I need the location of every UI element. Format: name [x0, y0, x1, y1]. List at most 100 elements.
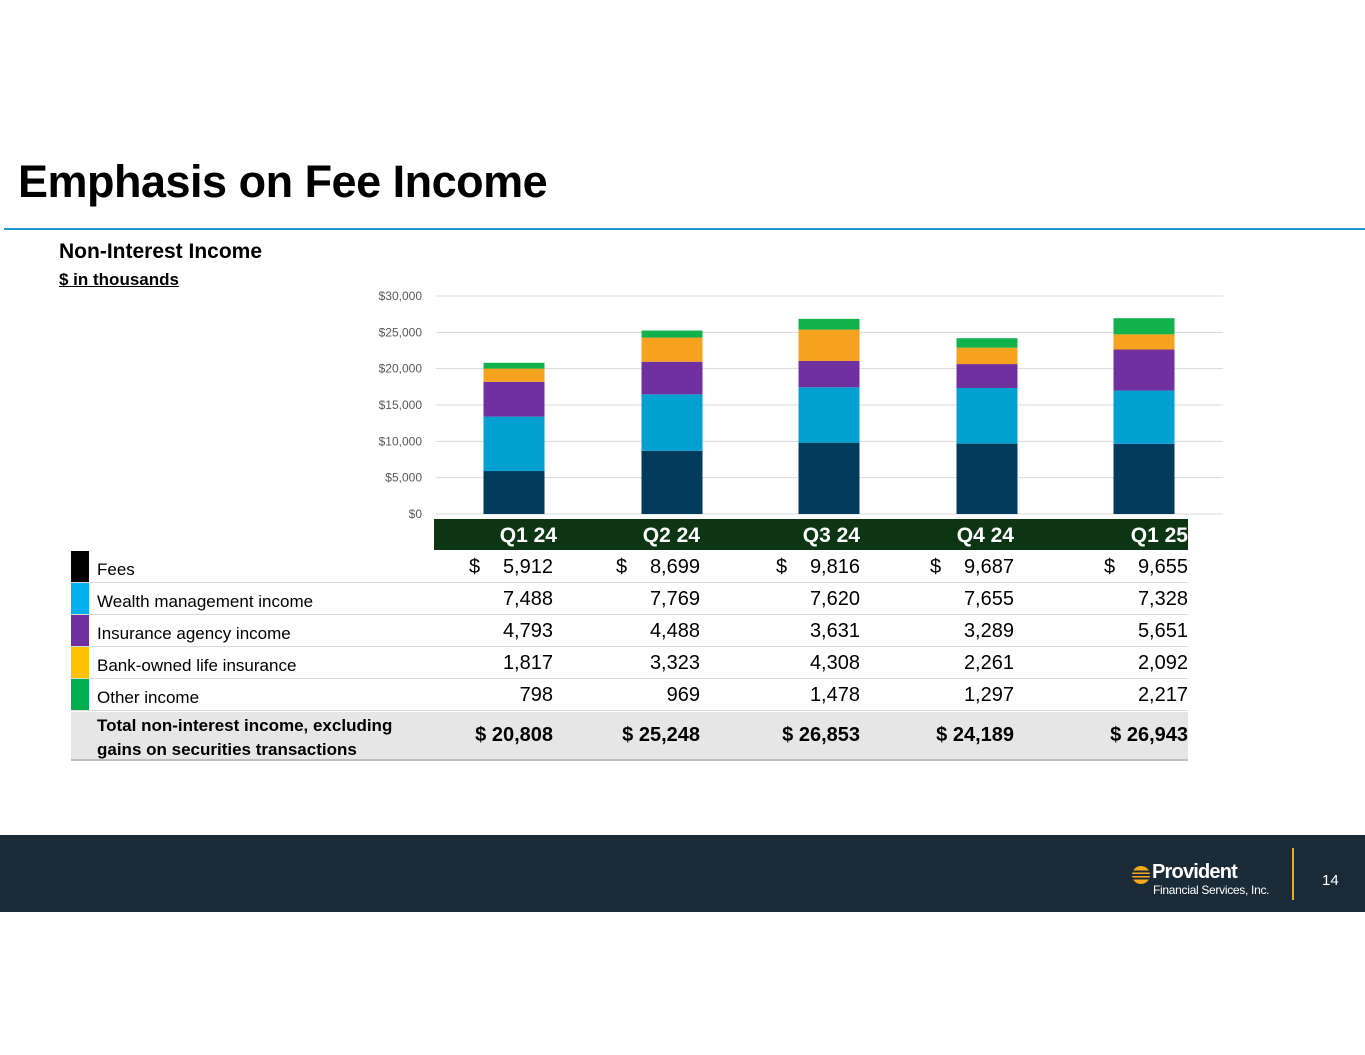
dollar-sign: $	[616, 556, 628, 578]
quarter-label: Q1 25	[1130, 524, 1188, 547]
provident-logo-icon	[1131, 866, 1151, 884]
y-tick-label: $30,000	[379, 289, 423, 303]
y-tick-label: $25,000	[379, 325, 423, 339]
table-cell: 7,328	[1137, 588, 1188, 610]
table-cell: 7,488	[502, 588, 553, 610]
insurance-swatch	[71, 615, 89, 646]
footer-bar: Provident Financial Services, Inc. 14	[0, 835, 1365, 912]
quarter-label: Q3 24	[802, 524, 860, 547]
bar-segment-other	[483, 362, 545, 369]
dollar-sign: $	[930, 556, 942, 578]
page-title: Emphasis on Fee Income	[18, 156, 548, 207]
bar-segment-wealth	[798, 387, 860, 443]
table-cell: 8,699	[649, 556, 700, 578]
table-cell: 3,631	[809, 620, 860, 642]
bar-segment-boli	[798, 329, 860, 361]
bar-segment-fees	[956, 443, 1018, 514]
quarter-label: Q4 24	[956, 524, 1014, 547]
row-label: Other income	[97, 688, 200, 707]
table-cell: 3,289	[963, 620, 1014, 642]
row-label: Fees	[97, 560, 135, 579]
dollar-sign: $	[1104, 556, 1116, 578]
table-cell: 1,297	[963, 684, 1014, 706]
bar-segment-wealth	[1113, 390, 1175, 444]
table-cell: 9,655	[1137, 556, 1188, 578]
bar-segment-boli	[956, 347, 1018, 365]
table-total-row: Total non-interest income, excluding gai…	[71, 712, 1188, 761]
quarter-label: Q2 24	[642, 524, 700, 547]
table-cell: 969	[666, 684, 700, 706]
units-label: $ in thousands	[59, 270, 179, 289]
dollar-sign: $	[469, 556, 481, 578]
table-cell: 2,261	[963, 652, 1014, 674]
table-cell: 5,651	[1137, 620, 1188, 642]
table-row-other: Other income 798 969 1,478 1,297 2,217	[71, 679, 1188, 711]
total-cell: $ 26,943	[1110, 724, 1188, 746]
quarter-label: Q1 24	[499, 524, 557, 547]
table-cell: 4,308	[809, 652, 860, 674]
bar-segment-fees	[483, 471, 545, 514]
wealth-swatch	[71, 583, 89, 614]
table-cell: 9,687	[963, 556, 1014, 578]
total-cell: $ 24,189	[936, 724, 1014, 746]
table-cell: 7,620	[809, 588, 860, 610]
bar-segment-other	[1113, 318, 1175, 335]
bar-segment-insurance	[798, 360, 860, 388]
table-cell: 4,488	[649, 620, 700, 642]
table-cell: 798	[519, 684, 553, 706]
bar-segment-insurance	[483, 381, 545, 417]
table-cell: 9,816	[809, 556, 860, 578]
chart-subtitle: Non-Interest Income	[59, 240, 263, 263]
row-label: Bank-owned life insurance	[97, 656, 297, 675]
bar-segment-wealth	[483, 416, 545, 472]
bar-segment-fees	[641, 450, 703, 514]
quarter-header-row: Q1 24 Q2 24 Q3 24 Q4 24 Q1 25	[434, 519, 1188, 550]
total-cell: $ 20,808	[475, 724, 553, 746]
bar-segment-wealth	[956, 387, 1018, 444]
title-divider	[4, 228, 1365, 230]
table-cell: 7,655	[963, 588, 1014, 610]
table-cell: 4,793	[502, 620, 553, 642]
bar-segment-fees	[798, 442, 860, 514]
bar-segment-boli	[641, 337, 703, 362]
bar-segment-wealth	[641, 394, 703, 451]
page-number: 14	[1322, 872, 1339, 889]
other-swatch	[71, 679, 89, 710]
table-cell: 5,912	[502, 556, 553, 578]
y-tick-label: $0	[409, 507, 423, 520]
table-row-wealth: Wealth management income 7,488 7,769 7,6…	[71, 583, 1188, 615]
y-tick-label: $10,000	[379, 434, 423, 448]
bar-segment-insurance	[641, 361, 703, 395]
table-cell: 2,217	[1137, 684, 1188, 706]
table-cell: 2,092	[1137, 652, 1188, 674]
bar-segment-other	[641, 330, 703, 338]
table-cell: 3,323	[649, 652, 700, 674]
y-tick-label: $20,000	[379, 362, 423, 376]
bar-segment-other	[798, 318, 860, 330]
fees-swatch	[71, 551, 89, 582]
dollar-sign: $	[776, 556, 788, 578]
y-tick-label: $5,000	[385, 471, 422, 485]
logo-name: Provident	[1152, 861, 1238, 883]
bar-segment-boli	[1113, 334, 1175, 350]
row-label: Wealth management income	[97, 592, 314, 611]
stacked-bar-chart: $0 $5,000 $10,000 $15,000 $20,000 $25,000 $30,…	[379, 289, 1223, 520]
bar-segment-insurance	[1113, 349, 1175, 391]
table-cell: 7,769	[649, 588, 700, 610]
row-label: Insurance agency income	[97, 624, 291, 643]
total-cell: $ 25,248	[622, 724, 700, 746]
table-row-insurance: Insurance agency income 4,793 4,488 3,63…	[71, 615, 1188, 647]
table-cell: 1,478	[809, 684, 860, 706]
total-label: Total non-interest income, excluding gai…	[97, 716, 393, 759]
total-cell: $ 26,853	[782, 724, 860, 746]
boli-swatch	[71, 647, 89, 678]
y-tick-label: $15,000	[379, 398, 423, 412]
table-row-boli: Bank-owned life insurance 1,817 3,323 4,…	[71, 647, 1188, 679]
logo-divider	[1292, 848, 1294, 900]
table-cell: 1,817	[502, 652, 553, 674]
logo-subtitle: Financial Services, Inc.	[1153, 883, 1270, 897]
bar-segment-boli	[483, 368, 545, 382]
bar-segment-insurance	[956, 364, 1018, 388]
bar-segment-other	[956, 338, 1018, 348]
table-row-fees: Fees $ 5,912 $ 8,699 $ 9,816 $ 9,687 $ 9…	[71, 551, 1188, 583]
